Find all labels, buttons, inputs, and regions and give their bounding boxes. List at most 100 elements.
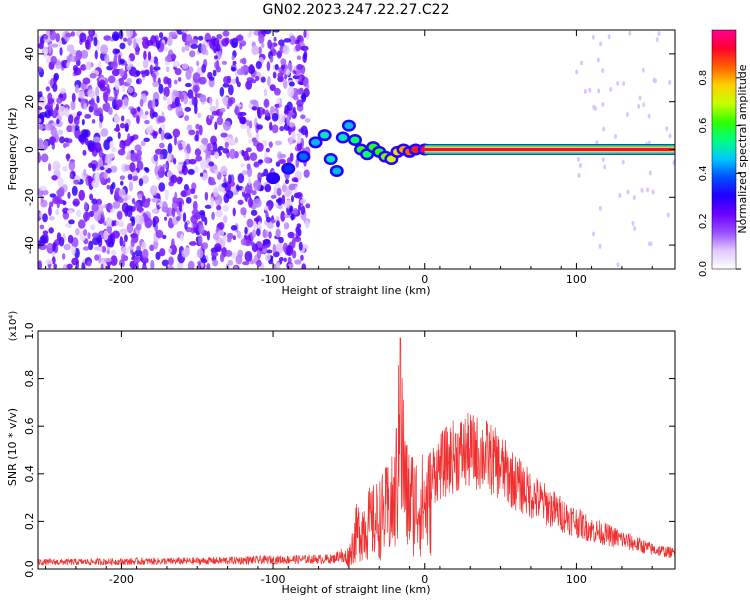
noise-cell: [263, 88, 268, 97]
noise-cell: [178, 201, 183, 212]
noise-cell: [283, 257, 287, 263]
noise-cell: [117, 148, 126, 156]
noise-cell: [152, 208, 157, 214]
noise-cell: [229, 148, 236, 160]
noise-cell: [188, 241, 197, 246]
snr-y-axis: 0.0 0.2 0.4 0.6 0.8 1.0: [23, 322, 675, 578]
noise-cell: [83, 102, 88, 110]
noise-cell: [180, 30, 189, 33]
noise-cell: [182, 212, 187, 223]
noise-cell: [257, 220, 262, 231]
noise-cell: [70, 31, 76, 37]
noise-cell: [204, 216, 208, 226]
signal-cell: [298, 153, 308, 161]
noise-cell: [38, 118, 42, 124]
noise-cell: [250, 79, 257, 84]
noise-cell: [190, 38, 199, 45]
noise-cell: [272, 243, 277, 254]
noise-cell: [262, 139, 268, 147]
noise-cell: [48, 227, 54, 234]
noise-cell: [144, 167, 150, 173]
noise-cell: [253, 161, 260, 168]
noise-cell: [56, 97, 63, 104]
noise-cell: [45, 259, 53, 265]
noise-cell: [215, 209, 223, 218]
noise-cell: [296, 99, 304, 107]
noise-cell: [166, 151, 172, 162]
noise-cell: [191, 209, 197, 215]
noise-cell: [130, 152, 138, 163]
noise-cell: [78, 134, 86, 143]
noise-cell: [221, 60, 228, 65]
noise-cell: [249, 152, 258, 162]
noise-cell: [127, 133, 131, 144]
noise-cell: [241, 170, 248, 176]
noise-cell: [251, 190, 257, 196]
noise-cell: [244, 226, 248, 235]
noise-cell: [82, 77, 91, 85]
noise-cell: [625, 112, 629, 118]
noise-cell: [622, 81, 626, 87]
noise-cell: [214, 55, 218, 60]
noise-cell: [247, 177, 252, 186]
noise-cell: [246, 119, 250, 127]
noise-cell: [164, 46, 168, 52]
noise-cell: [61, 253, 66, 260]
noise-cell: [244, 184, 253, 194]
noise-cell: [283, 38, 291, 43]
noise-cell: [138, 205, 143, 214]
noise-cell: [187, 260, 195, 269]
noise-cell: [602, 126, 606, 132]
noise-cell: [199, 144, 207, 152]
noise-cell: [288, 81, 295, 87]
noise-cell: [256, 259, 262, 267]
noise-cell: [298, 241, 303, 251]
y-tick-label: 0.8: [23, 370, 36, 388]
noise-cell: [256, 106, 261, 118]
noise-cell: [240, 124, 248, 130]
noise-cell: [187, 89, 194, 99]
noise-cell: [216, 116, 224, 126]
noise-cell: [150, 185, 158, 196]
noise-cell: [66, 125, 74, 133]
noise-cell: [253, 179, 262, 191]
noise-cell: [598, 205, 602, 211]
noise-cell: [222, 83, 230, 88]
noise-cell: [48, 215, 56, 221]
noise-cell: [184, 115, 190, 122]
noise-cell: [648, 170, 652, 176]
noise-cell: [82, 149, 87, 156]
noise-cell: [194, 148, 202, 157]
noise-cell: [268, 141, 273, 148]
noise-cell: [142, 59, 149, 69]
noise-cell: [240, 238, 247, 246]
noise-cell: [210, 251, 219, 257]
noise-cell: [189, 188, 196, 195]
noise-cell: [637, 103, 641, 109]
noise-cell: [123, 196, 128, 202]
noise-cell: [53, 263, 58, 269]
noise-cell: [98, 246, 103, 252]
noise-cell: [134, 144, 142, 152]
y-tick-label: 0: [23, 146, 36, 153]
noise-cell: [103, 35, 112, 41]
noise-cell: [92, 236, 100, 246]
noise-cell: [84, 201, 88, 211]
noise-cell: [38, 139, 44, 149]
noise-cell: [94, 49, 98, 60]
noise-cell: [184, 221, 188, 230]
noise-cell: [167, 170, 173, 177]
noise-cell: [277, 72, 284, 79]
signal-cell: [311, 138, 321, 146]
noise-cell: [286, 101, 293, 112]
noise-cell: [583, 88, 587, 94]
noise-cell: [286, 157, 292, 164]
spectrogram-y-label: Frequency (Hz): [6, 108, 19, 191]
noise-cell: [185, 197, 192, 204]
noise-cell: [66, 263, 73, 269]
noise-cell: [286, 115, 290, 126]
noise-cell: [232, 235, 236, 241]
noise-cell: [300, 205, 306, 215]
x-tick-label: 100: [566, 273, 587, 286]
noise-cell: [152, 216, 160, 225]
